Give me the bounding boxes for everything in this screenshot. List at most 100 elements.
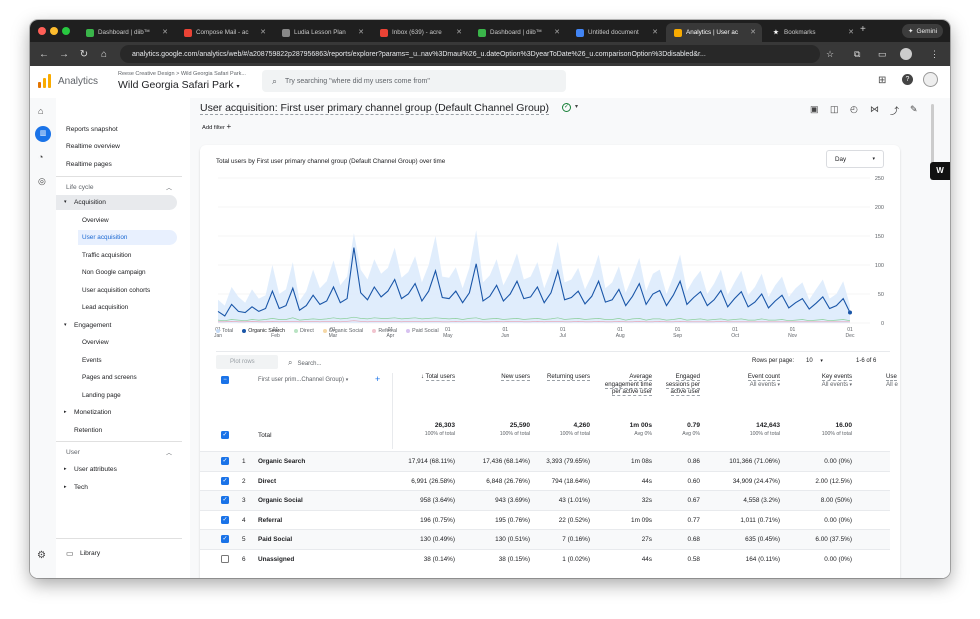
advertising-nav-icon[interactable]: ◎ — [38, 176, 46, 186]
nav-realtime-overview[interactable]: Realtime overview — [66, 143, 120, 150]
column-header[interactable]: Engaged sessions per active user — [652, 373, 700, 396]
profile-avatar[interactable] — [900, 48, 912, 60]
close-tab-icon[interactable]: ✕ — [554, 29, 560, 36]
channel-name[interactable]: Direct — [258, 477, 277, 485]
close-tab-icon[interactable]: ✕ — [162, 29, 168, 36]
legend-item[interactable]: Total — [216, 328, 233, 334]
nav-user-attributes[interactable]: User attributes — [74, 466, 117, 473]
nav-lead-acquisition[interactable]: Lead acquisition — [82, 304, 129, 311]
legend-item[interactable]: Direct — [294, 328, 314, 334]
nav-user-acquisition-cohorts[interactable]: User acquisition cohorts — [82, 287, 151, 294]
collapse-user-icon[interactable]: ︿ — [166, 451, 173, 457]
url-field[interactable]: analytics.google.com/analytics/web/#/a20… — [120, 45, 820, 63]
account-avatar[interactable] — [923, 72, 938, 87]
close-tab-icon[interactable]: ✕ — [750, 29, 756, 36]
browser-tab-5[interactable]: Dashboard | diib™ ✕ — [470, 23, 566, 42]
channel-name[interactable]: Organic Search — [258, 458, 306, 465]
dimension-select[interactable]: First user prim...Channel Group) ▾ — [258, 377, 348, 383]
row-checkbox[interactable]: ✓ — [221, 515, 229, 524]
row-checkbox[interactable]: ✓ — [221, 476, 229, 485]
channel-name[interactable]: Unassigned — [258, 556, 295, 563]
channel-name[interactable]: Organic Social — [258, 497, 303, 505]
reports-nav-icon[interactable]: ▥ — [35, 126, 51, 142]
nav-landing-page[interactable]: Landing page — [82, 392, 121, 399]
home-nav-icon[interactable]: ⌂ — [38, 106, 44, 116]
share-icon[interactable]: ⋈ — [870, 104, 879, 114]
nav-library[interactable]: Library — [80, 550, 101, 557]
acquisition-section[interactable] — [56, 195, 177, 210]
account-breadcrumb[interactable]: Reese Creative Design > Wild Georgia Saf… — [118, 71, 246, 77]
nav-pages-and-screens[interactable]: Pages and screens — [82, 374, 137, 381]
maximize-window-button[interactable] — [62, 27, 70, 35]
minimize-window-button[interactable] — [50, 27, 58, 35]
nav-traffic-acquisition[interactable]: Traffic acquisition — [82, 252, 132, 259]
compare-icon[interactable]: ◫ — [830, 104, 839, 114]
table-row[interactable]: 6 Unassigned 38 (0.14%) 38 (0.15%) 1 (0.02%)… — [200, 549, 890, 569]
nav-acquisition-overview[interactable]: Overview — [82, 217, 109, 224]
browser-tab-7[interactable]: Analytics | User ac ✕ — [666, 23, 762, 42]
browser-tab-6[interactable]: Untitled document ✕ — [568, 23, 664, 42]
browser-tab-8[interactable]: ★ Bookmarks ✕ — [764, 23, 860, 42]
column-header[interactable]: Key events All events ▾ — [804, 373, 852, 389]
collapse-sidebar-icon[interactable]: ‹ — [160, 576, 163, 578]
check-circle-icon[interactable]: ✓ — [562, 103, 571, 112]
back-icon[interactable]: ← — [39, 48, 49, 60]
legend-item[interactable]: Organic Social — [322, 328, 363, 334]
browser-tab-4[interactable]: Inbox (639) - acre ✕ — [372, 23, 468, 42]
edit-comparison-icon[interactable]: ▣ — [810, 104, 819, 114]
home-icon[interactable]: ⌂ — [100, 48, 108, 60]
rows-per-page-select[interactable]: 10 ▾ — [806, 358, 823, 364]
forward-icon[interactable]: → — [59, 48, 69, 60]
explore-nav-icon[interactable]: ◔ — [38, 152, 44, 162]
collapse-lifecycle-icon[interactable]: ︿ — [166, 186, 173, 192]
column-header[interactable]: ↓ Total users — [395, 373, 455, 381]
trend-icon[interactable]: ⤴ — [890, 106, 900, 116]
legend-item[interactable]: Referral — [372, 328, 397, 334]
report-title[interactable]: User acquisition: First user primary cha… — [200, 102, 549, 115]
bookmark-star-icon[interactable]: ☆ — [826, 48, 835, 59]
browser-tab-2[interactable]: Compose Mail - ac ✕ — [176, 23, 272, 42]
channel-name[interactable]: Referral — [258, 516, 283, 524]
apps-grid-icon[interactable]: ⊞ — [878, 75, 887, 86]
nav-non-google-campaign[interactable]: Non Google campaign — [82, 269, 146, 276]
insights-icon[interactable]: ◴ — [850, 104, 858, 114]
search-box[interactable]: ⌕ Try searching "where did my users come… — [262, 70, 566, 92]
legend-item[interactable]: Organic Search — [242, 328, 285, 334]
nav-engagement[interactable]: Engagement — [74, 322, 112, 329]
nav-events[interactable]: Events — [82, 357, 102, 364]
pencil-icon[interactable]: ✎ — [910, 104, 918, 114]
close-tab-icon[interactable]: ✕ — [652, 29, 658, 36]
nav-realtime-pages[interactable]: Realtime pages — [66, 161, 112, 168]
reload-icon[interactable]: ↻ — [79, 48, 89, 60]
event-filter-select[interactable]: All e — [886, 381, 900, 389]
legend-item[interactable]: Paid Social — [406, 328, 439, 334]
scrollbar[interactable] — [931, 104, 934, 164]
property-selector[interactable]: Wild Georgia Safari Park ▾ — [118, 79, 239, 91]
column-header[interactable]: Average engagement time per active user — [600, 373, 652, 396]
close-tab-icon[interactable]: ✕ — [848, 29, 854, 36]
add-filter-button[interactable]: Add filter + — [202, 122, 231, 131]
table-row[interactable]: ✓ 1 Organic Search 17,914 (68.11%) 17,436 (6… — [200, 451, 890, 471]
nav-user-acquisition[interactable]: User acquisition — [82, 234, 128, 241]
browser-tab-1[interactable]: Dashboard | diib™ ✕ — [78, 23, 174, 42]
gemini-button[interactable]: ✦ Gemini — [902, 24, 944, 38]
table-row[interactable]: ✓ 5 Paid Social 130 (0.49%) 130 (0.51%) 7 (0.… — [200, 529, 890, 549]
row-checkbox[interactable]: ✓ — [221, 535, 229, 544]
column-header[interactable]: Use All e — [886, 373, 900, 388]
close-tab-icon[interactable]: ✕ — [358, 29, 364, 36]
plot-rows-button[interactable]: Plot rows — [216, 355, 278, 369]
nav-monetization[interactable]: Monetization — [74, 409, 112, 416]
help-icon[interactable]: ? — [902, 74, 913, 85]
w-logo-icon[interactable]: W — [930, 162, 950, 180]
table-row[interactable]: ✓ 4 Referral 196 (0.75%) 195 (0.76%) 22 (0.52… — [200, 509, 890, 530]
new-tab-button[interactable]: + — [860, 24, 866, 35]
table-row[interactable]: ✓ 3 Organic Social 958 (3.64%) 943 (3.69%) 43… — [200, 490, 890, 510]
extensions-icon[interactable]: ⧉ — [854, 48, 861, 59]
row-checkbox[interactable]: ✓ — [221, 457, 229, 465]
browser-menu-icon[interactable]: ⋮ — [930, 48, 939, 59]
nav-engagement-overview[interactable]: Overview — [82, 339, 109, 346]
close-tab-icon[interactable]: ✕ — [456, 29, 462, 36]
browser-tab-3[interactable]: Ludia Lesson Plan ✕ — [274, 23, 370, 42]
table-search[interactable]: ⌕ Search... — [288, 358, 322, 368]
nav-tech[interactable]: Tech — [74, 484, 88, 491]
